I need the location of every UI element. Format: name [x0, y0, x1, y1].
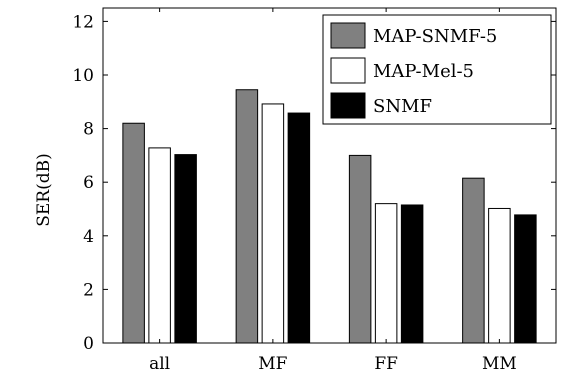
axes-frame [102, 7, 557, 344]
bar-snmf-ff [400, 204, 424, 344]
legend-swatch-map-mel-5 [330, 57, 366, 84]
y-tick-label-2: 2 [83, 280, 94, 300]
bar-map-snmf-5-mf [235, 89, 259, 344]
y-tick-label-8: 8 [83, 120, 94, 140]
legend: MAP-SNMF-5 MAP-Mel-5 SNMF [322, 14, 552, 125]
bar-snmf-mf [287, 112, 311, 344]
legend-label-map-mel-5: MAP-Mel-5 [373, 61, 474, 82]
bar-map-snmf-5-mm [462, 177, 485, 344]
y-tick-label-12: 12 [72, 12, 94, 32]
bar-snmf-mm [514, 214, 537, 344]
legend-swatch-map-snmf-5 [330, 22, 366, 49]
bar-map-snmf-5-all [122, 122, 145, 344]
y-tick-label-10: 10 [72, 66, 94, 86]
x-tick-label-mm: MM [482, 354, 517, 373]
bar-map-mel-5-ff [374, 203, 398, 344]
bar-map-mel-5-mf [261, 103, 285, 344]
x-tick-label-mf: MF [258, 354, 287, 373]
y-tick-label-4: 4 [83, 227, 94, 247]
axis-ticks: all MF FF MM 0 2 4 6 8 10 12 [72, 8, 556, 373]
y-axis-title: SER(dB) [34, 153, 54, 227]
x-tick-label-ff: FF [374, 354, 398, 373]
bar-map-snmf-5-ff [348, 154, 372, 344]
y-tick-label-0: 0 [83, 334, 94, 354]
plot-area [122, 89, 537, 344]
bar-map-mel-5-all [148, 147, 171, 344]
legend-label-map-snmf-5: MAP-SNMF-5 [373, 26, 497, 47]
legend-swatch-snmf [330, 92, 366, 119]
bar-map-mel-5-mm [488, 207, 511, 344]
y-tick-label-6: 6 [83, 173, 94, 193]
legend-label-snmf: SNMF [373, 96, 432, 117]
bar-snmf-all [174, 154, 197, 344]
x-tick-label-all: all [149, 354, 170, 373]
